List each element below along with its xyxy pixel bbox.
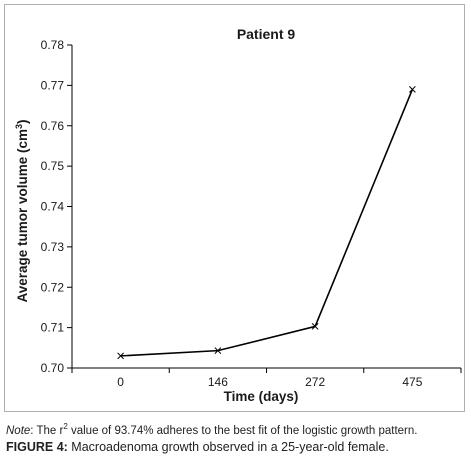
data-point-marker <box>117 352 124 360</box>
data-point-marker <box>311 323 319 330</box>
y-tick-label: 0.72 <box>41 280 65 294</box>
x-tick-label: 272 <box>305 375 325 389</box>
x-tick-label: 146 <box>208 375 228 389</box>
series-line <box>117 86 416 360</box>
y-tick-label: 0.75 <box>41 159 65 173</box>
y-axis-title-main: Average tumor volume (cm <box>15 129 30 303</box>
note-superscript: 2 <box>63 422 68 431</box>
x-tick-label: 0 <box>117 375 124 389</box>
note-text-start: : The r <box>30 424 64 437</box>
series-path <box>120 89 414 357</box>
data-point-marker <box>409 86 416 93</box>
note-text-end: value of 93.74% adheres to the best fit … <box>67 424 418 437</box>
y-tick-label: 0.73 <box>41 240 65 254</box>
chart-title: Patient 9 <box>237 26 296 42</box>
chart-frame: Patient 9 Average tumor volume (cm3) Tim… <box>4 4 465 412</box>
y-axis-title-end: ) <box>15 119 30 124</box>
x-tick-label: 475 <box>402 375 422 389</box>
y-tick-label: 0.71 <box>41 321 65 335</box>
y-tick-label: 0.74 <box>41 200 65 214</box>
x-axis-title: Time (days) <box>224 389 299 404</box>
y-tick-label: 0.70 <box>41 361 65 375</box>
figure-caption: FIGURE 4: Macroadenoma growth observed i… <box>6 440 466 454</box>
y-axis: 0.70 0.71 0.72 0.73 0.74 0.75 0.76 0.77 0.78 <box>41 38 73 375</box>
note-label: Note <box>6 424 31 437</box>
y-tick-label: 0.77 <box>41 78 65 92</box>
figure-note: Note: The r2 value of 93.74% adheres to … <box>6 422 466 437</box>
data-point-marker <box>214 347 222 354</box>
x-axis: 0 146 272 475 <box>71 367 462 389</box>
y-axis-title-sup: 3 <box>14 124 24 129</box>
y-tick-label: 0.76 <box>41 119 65 133</box>
caption-text: Macroadenoma growth observed in a 25-yea… <box>67 440 389 454</box>
y-axis-title: Average tumor volume (cm3) <box>14 119 30 302</box>
figure-label: FIGURE 4: <box>6 440 68 454</box>
line-chart: Patient 9 Average tumor volume (cm3) Tim… <box>14 26 462 404</box>
y-tick-label: 0.78 <box>41 38 65 52</box>
